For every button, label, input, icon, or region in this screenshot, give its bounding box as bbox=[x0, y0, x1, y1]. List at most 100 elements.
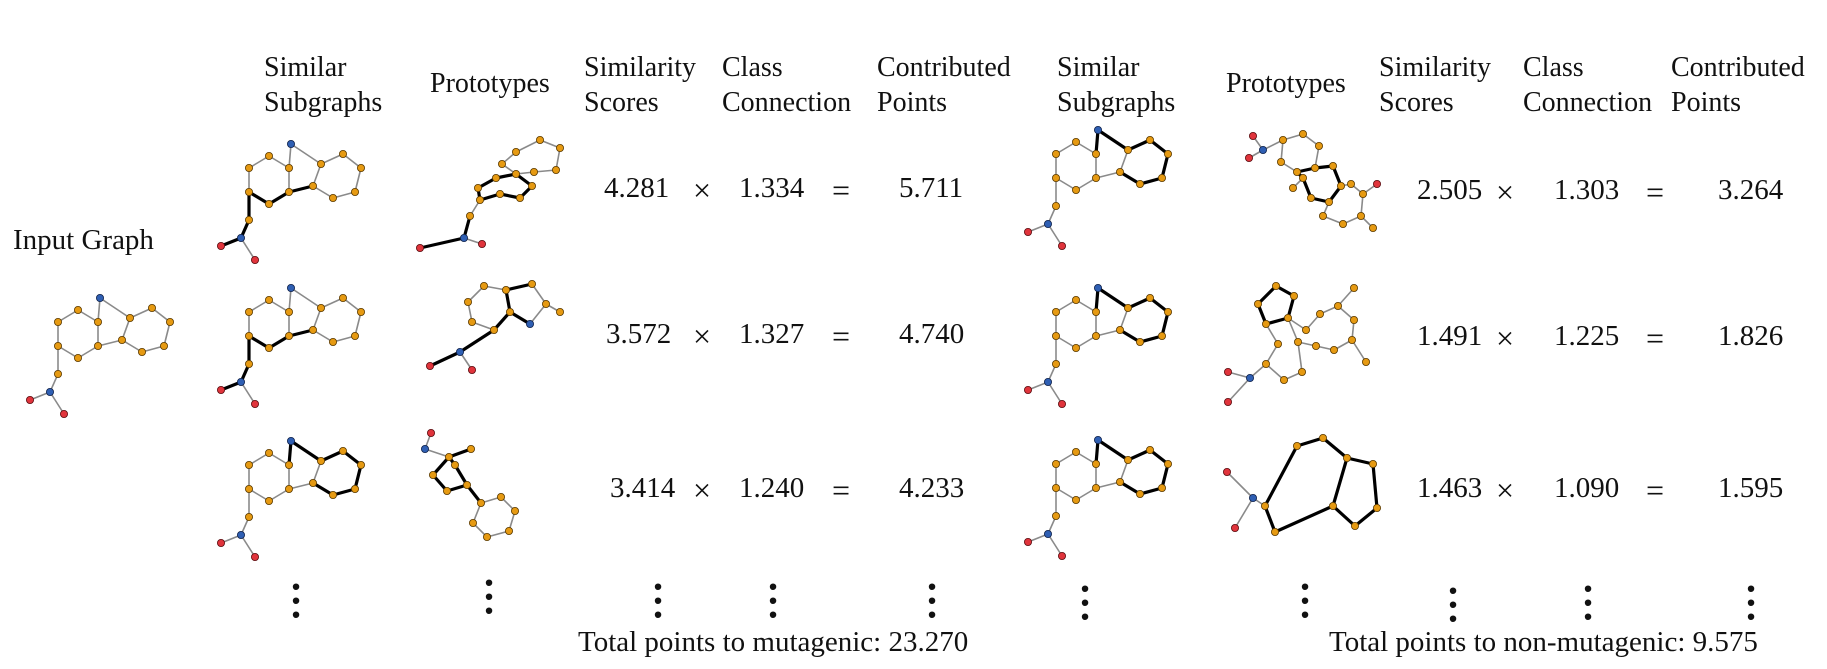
oxygen-atom bbox=[217, 242, 225, 251]
nitrogen-atom bbox=[1094, 436, 1103, 444]
carbon-atom bbox=[1092, 307, 1101, 316]
carbon-atom bbox=[1072, 496, 1081, 505]
oxygen-atom bbox=[468, 366, 477, 375]
carbon-atom bbox=[1136, 490, 1145, 499]
equals-sign: = bbox=[832, 318, 851, 354]
bond bbox=[288, 287, 292, 313]
highlighted-bond bbox=[288, 184, 314, 194]
oxygen-atom bbox=[26, 396, 34, 405]
vertical-ellipsis: · · · bbox=[1078, 566, 1092, 639]
carbon-atom bbox=[1051, 202, 1060, 211]
carbon-atom bbox=[1350, 522, 1359, 531]
nitrogen-atom bbox=[96, 294, 105, 302]
carbon-atom bbox=[1136, 180, 1145, 189]
header-prototypes-right: Prototypes bbox=[1226, 66, 1346, 101]
highlighted-bond bbox=[1094, 287, 1100, 313]
carbon-atom bbox=[1325, 198, 1334, 207]
oxygen-atom bbox=[1245, 153, 1253, 162]
carbon-atom bbox=[159, 342, 168, 351]
carbon-atom bbox=[1277, 157, 1286, 166]
equals-sign: = bbox=[1646, 472, 1665, 508]
highlighted-bond bbox=[1296, 436, 1324, 448]
oxygen-atom bbox=[1024, 386, 1032, 395]
carbon-atom bbox=[1072, 186, 1081, 195]
carbon-atom bbox=[285, 188, 294, 197]
carbon-atom bbox=[1051, 332, 1060, 341]
carbon-atom bbox=[477, 499, 486, 508]
bond bbox=[97, 297, 101, 323]
nitrogen-atom bbox=[45, 388, 54, 397]
highlighted-bond bbox=[1353, 506, 1379, 528]
similarity-score: 2.505 bbox=[1417, 174, 1483, 206]
times-sign: × bbox=[1496, 174, 1515, 210]
bond bbox=[290, 143, 322, 165]
carbon-atom bbox=[309, 182, 318, 191]
class-connection-value: 1.240 bbox=[739, 472, 805, 504]
carbon-atom bbox=[1289, 184, 1298, 193]
prototype-left-3 bbox=[421, 429, 520, 542]
carbon-atom bbox=[265, 497, 274, 506]
carbon-atom bbox=[317, 456, 326, 465]
highlighted-bond bbox=[431, 455, 451, 477]
oxygen-atom bbox=[217, 539, 225, 548]
carbon-atom bbox=[53, 370, 62, 379]
equals-sign: = bbox=[832, 172, 851, 208]
highlighted-bond bbox=[1160, 311, 1170, 337]
carbon-atom bbox=[1051, 307, 1060, 316]
oxygen-atom bbox=[426, 429, 435, 437]
bond bbox=[424, 448, 450, 458]
carbon-atom bbox=[285, 163, 294, 172]
carbon-atom bbox=[1163, 459, 1172, 468]
header-line: Similarity bbox=[1379, 52, 1491, 83]
bond bbox=[531, 283, 547, 305]
oxygen-atom bbox=[426, 362, 434, 371]
header-contributed-points-left: Contributed Points bbox=[877, 50, 1011, 120]
bond bbox=[1095, 329, 1121, 337]
nitrogen-atom bbox=[1248, 494, 1257, 503]
carbon-atom bbox=[244, 163, 253, 172]
class-connection-value: 1.303 bbox=[1554, 174, 1620, 206]
carbon-atom bbox=[1349, 316, 1358, 325]
highlighted-bond bbox=[1321, 436, 1349, 460]
carbon-atom bbox=[265, 448, 274, 457]
carbon-atom bbox=[329, 491, 338, 500]
similar-subgraph-right-3 bbox=[1024, 436, 1172, 561]
bond bbox=[1047, 381, 1063, 405]
nitrogen-atom bbox=[287, 437, 296, 445]
highlighted-bond bbox=[1097, 128, 1129, 152]
bond bbox=[1226, 471, 1254, 499]
highlighted-bond bbox=[1274, 504, 1334, 534]
similar-subgraph-left-2 bbox=[217, 284, 365, 409]
carbon-atom bbox=[466, 212, 475, 221]
nitrogen-atom bbox=[421, 444, 429, 453]
vertical-ellipsis: · · · bbox=[1744, 566, 1758, 639]
carbon-atom bbox=[285, 332, 294, 341]
oxygen-atom bbox=[416, 244, 424, 253]
carbon-atom bbox=[464, 297, 473, 306]
carbon-atom bbox=[1072, 295, 1081, 304]
oxygen-atom bbox=[1024, 228, 1032, 237]
carbon-atom bbox=[469, 519, 478, 528]
carbon-atom bbox=[528, 182, 537, 191]
header-similarity-scores-left: Similarity Scores bbox=[584, 50, 696, 120]
carbon-atom bbox=[506, 307, 515, 316]
bond bbox=[1351, 339, 1367, 363]
bond bbox=[163, 321, 171, 347]
carbon-atom bbox=[1307, 194, 1316, 203]
carbon-atom bbox=[468, 318, 477, 327]
carbon-atom bbox=[74, 354, 83, 363]
carbon-atom bbox=[1124, 145, 1133, 154]
nitrogen-atom bbox=[1043, 220, 1052, 229]
header-line: Class bbox=[722, 52, 783, 83]
prototype-left-2 bbox=[426, 280, 564, 375]
carbon-atom bbox=[74, 305, 83, 314]
carbon-atom bbox=[339, 293, 348, 302]
carbon-atom bbox=[1337, 182, 1346, 191]
bond bbox=[99, 297, 131, 319]
highlighted-bond bbox=[419, 236, 465, 250]
highlighted-bond bbox=[1160, 463, 1170, 489]
similar-subgraph-right-1 bbox=[1024, 126, 1172, 251]
nitrogen-atom bbox=[1094, 284, 1103, 292]
bond bbox=[1297, 341, 1303, 373]
carbon-atom bbox=[1280, 376, 1289, 385]
